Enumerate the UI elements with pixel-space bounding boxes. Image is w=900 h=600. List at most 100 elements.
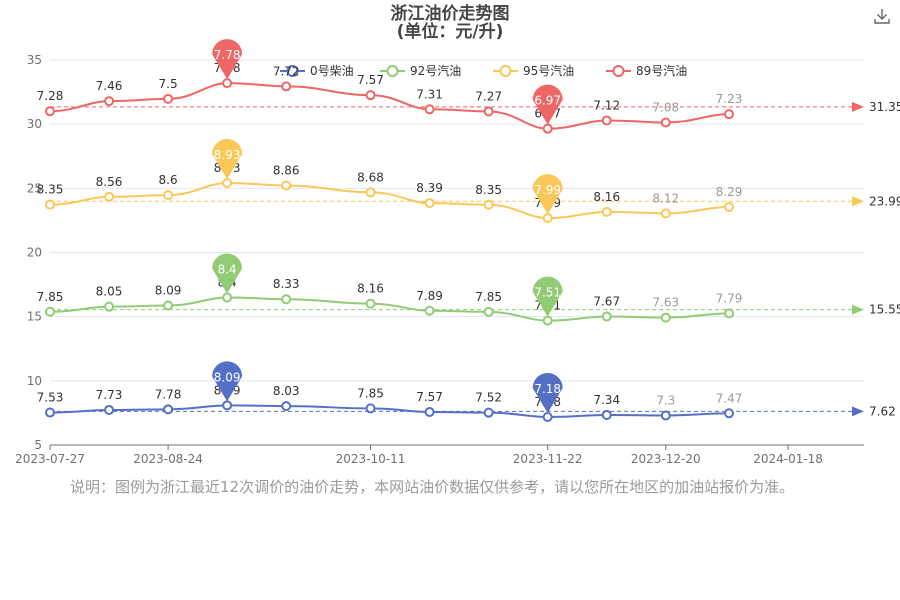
legend-marker — [286, 65, 299, 77]
data-label: 8.56 — [96, 175, 123, 189]
data-label: 7.79 — [716, 291, 743, 305]
marker-pin-label: 8.4 — [218, 263, 237, 277]
data-point — [601, 115, 612, 126]
data-point — [365, 403, 376, 414]
y-tick-label: 20 — [27, 246, 42, 260]
data-label: 7.85 — [37, 290, 64, 304]
marker-pin — [532, 276, 563, 317]
data-label: 7.72 — [273, 64, 300, 78]
data-label: 7.46 — [96, 79, 123, 93]
data-label: 8.09 — [155, 284, 182, 298]
chart-subtitle: (单位：元/升) — [396, 22, 504, 42]
data-point — [542, 315, 553, 326]
data-label: 7.23 — [716, 92, 743, 106]
data-point — [163, 300, 174, 311]
marker-pin-label: 7.78 — [214, 48, 241, 62]
average-arrow — [852, 406, 864, 417]
data-point — [163, 93, 174, 104]
data-point — [365, 298, 376, 309]
marker-pin — [212, 361, 243, 402]
marker-pin — [532, 373, 563, 414]
x-tick-label: 2023-11-22 — [513, 452, 583, 466]
average-arrow — [852, 304, 864, 315]
data-point — [45, 407, 55, 418]
y-tick-label: 15 — [27, 310, 42, 324]
data-label: 7.89 — [416, 289, 443, 303]
data-point — [542, 412, 553, 423]
data-point — [542, 213, 553, 224]
data-label: 7.34 — [593, 393, 620, 407]
average-label: 23.99 — [869, 194, 900, 208]
data-point — [104, 301, 115, 312]
data-label: 8.35 — [475, 183, 502, 197]
data-label: 8.6 — [159, 173, 178, 187]
average-label: 15.55 — [869, 303, 900, 317]
data-point — [281, 81, 292, 92]
data-label: 8.16 — [593, 190, 620, 204]
data-point — [281, 294, 292, 305]
data-label: 7.57 — [357, 73, 384, 87]
x-tick-label: 2024-01-18 — [753, 452, 823, 466]
legend-label: 0号柴油 — [310, 64, 354, 78]
data-point — [660, 410, 671, 421]
data-point — [365, 187, 376, 198]
chart-note: 说明：图例为浙江最近12次调价的油价走势，本网站油价数据仅供参考，请以您所在地区… — [70, 478, 795, 496]
data-label: 8.68 — [357, 170, 384, 184]
x-tick-label: 2023-07-27 — [15, 452, 85, 466]
data-label: 7.52 — [475, 391, 502, 405]
data-label: 8.33 — [273, 277, 300, 291]
data-point — [281, 401, 292, 412]
data-label: 8.29 — [716, 185, 743, 199]
legend-marker — [612, 65, 625, 77]
data-point — [45, 306, 55, 317]
data-label: 8.35 — [37, 183, 64, 197]
x-tick-label: 2023-12-20 — [631, 452, 701, 466]
data-point — [45, 199, 55, 210]
marker-pin — [212, 253, 243, 294]
marker-pin — [532, 174, 563, 215]
data-label: 8.86 — [273, 164, 300, 178]
data-label: 8.05 — [96, 285, 123, 299]
legend-label: 95号汽油 — [523, 63, 574, 78]
data-point — [601, 206, 612, 217]
data-point — [222, 177, 233, 188]
x-tick-label: 2023-08-24 — [133, 452, 203, 466]
data-label: 7.57 — [416, 390, 443, 404]
data-point — [601, 409, 612, 420]
data-point — [365, 90, 376, 101]
x-tick-label: 2023-10-11 — [336, 452, 406, 466]
marker-pin-label: 7.18 — [534, 382, 561, 396]
data-point — [724, 308, 735, 319]
data-label: 7.85 — [475, 290, 502, 304]
data-label: 7.47 — [716, 391, 743, 405]
data-label: 7.27 — [475, 89, 502, 103]
data-point — [45, 106, 55, 117]
data-point — [483, 199, 494, 210]
data-point — [724, 201, 735, 212]
marker-pin — [532, 84, 563, 125]
y-tick-label: 35 — [27, 53, 42, 67]
marker-pin — [212, 138, 243, 179]
series-line — [49, 296, 730, 322]
legend-marker — [386, 65, 399, 77]
data-point — [660, 117, 671, 128]
download-icon[interactable] — [872, 6, 892, 26]
data-point — [104, 96, 115, 107]
y-tick-label: 30 — [27, 117, 42, 131]
data-point — [104, 404, 115, 415]
average-arrow — [852, 196, 864, 207]
data-label: 8.39 — [416, 181, 443, 195]
data-label: 7.28 — [37, 89, 64, 103]
marker-pin-label: 7.51 — [534, 286, 561, 300]
data-point — [163, 190, 174, 201]
data-point — [163, 404, 174, 415]
y-tick-label: 10 — [27, 374, 42, 388]
data-point — [424, 407, 435, 418]
data-label: 7.78 — [155, 387, 182, 401]
y-tick-label: 5 — [34, 438, 42, 452]
data-point — [724, 408, 735, 419]
legend-label: 89号汽油 — [636, 63, 687, 78]
data-label: 7.12 — [593, 98, 620, 112]
data-label: 7.73 — [96, 388, 123, 402]
